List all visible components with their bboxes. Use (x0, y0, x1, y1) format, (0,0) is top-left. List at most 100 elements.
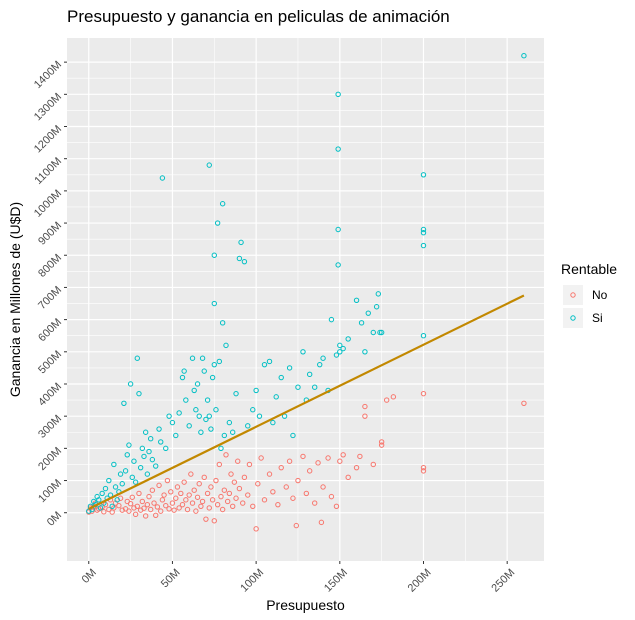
point-no (240, 500, 246, 506)
point-no (303, 490, 310, 497)
point-si (131, 458, 137, 464)
point-si (176, 410, 182, 416)
point-si (163, 445, 169, 452)
point-no (106, 506, 112, 513)
point-no (266, 471, 273, 477)
point-no (290, 495, 296, 501)
point-si (137, 464, 144, 471)
point-no (126, 508, 132, 514)
point-no (383, 397, 390, 403)
point-si (204, 397, 211, 403)
point-no (318, 519, 325, 526)
point-no (261, 497, 268, 503)
point-no (119, 507, 125, 513)
x-tick-label: 200M (406, 567, 434, 595)
y-tick-label: 0M (45, 509, 64, 528)
point-no (127, 501, 134, 507)
point-si (208, 426, 214, 432)
point-no (378, 442, 385, 448)
point-si (109, 503, 115, 509)
point-no (226, 490, 233, 497)
point-no (340, 452, 346, 458)
point-si (337, 349, 343, 355)
point-si (233, 390, 239, 397)
y-tick-label: 500M (36, 348, 64, 376)
point-no (214, 501, 221, 508)
point-no (211, 518, 217, 524)
point-no (235, 458, 241, 464)
point-no (270, 489, 276, 495)
point-si (219, 201, 226, 207)
point-si (335, 262, 341, 268)
point-si (124, 452, 130, 458)
point-no (149, 487, 156, 493)
point-no (208, 484, 214, 490)
point-si (290, 432, 296, 439)
point-si (189, 355, 196, 361)
point-si (119, 481, 125, 487)
point-si (373, 304, 380, 310)
point-no (231, 479, 238, 485)
point-si (253, 387, 259, 394)
point-si (114, 497, 120, 503)
point-si (335, 146, 341, 152)
point-no (241, 474, 248, 481)
point-si (213, 407, 219, 413)
point-si (214, 220, 221, 226)
point-si (199, 355, 206, 361)
legend-marker (570, 315, 576, 321)
point-no (203, 516, 209, 522)
y-axis: 0M 100M 200M 300M 400M 500M 600M 700M 800M 900M10… (32, 59, 67, 529)
point-si (97, 505, 104, 511)
point-no (189, 500, 196, 506)
point-no (353, 464, 360, 471)
point-si (333, 352, 340, 358)
point-si (127, 381, 134, 387)
point-no (275, 501, 281, 508)
point-si (181, 368, 187, 374)
point-si (198, 429, 204, 435)
point-si (278, 374, 284, 381)
point-no (178, 490, 184, 497)
point-si (223, 342, 229, 349)
point-si (420, 242, 427, 249)
point-no (219, 506, 226, 513)
point-no (184, 506, 191, 513)
point-no (181, 479, 187, 485)
point-no (306, 468, 313, 474)
point-no (420, 464, 427, 471)
point-no (221, 487, 228, 493)
point-no (236, 485, 243, 492)
point-no (357, 453, 363, 460)
point-si (111, 461, 117, 468)
legend-label: Si (592, 311, 603, 325)
point-si (221, 432, 228, 439)
point-no (325, 455, 331, 461)
point-no (144, 501, 151, 508)
point-si (317, 361, 323, 368)
point-no (158, 508, 164, 514)
point-no (216, 461, 223, 468)
point-si (378, 329, 385, 336)
point-si (142, 429, 149, 435)
point-no (171, 507, 177, 513)
point-no (141, 505, 147, 511)
point-si (139, 445, 146, 452)
point-no (159, 497, 166, 503)
point-si (196, 413, 202, 419)
point-si (229, 429, 236, 435)
point-no (283, 484, 289, 490)
point-si (295, 384, 301, 390)
point-no (370, 461, 376, 468)
plot-panel (67, 38, 544, 561)
chart-title: Presupuesto y ganancia en peliculas de a… (67, 7, 450, 26)
point-si (206, 413, 212, 419)
y-tick-label: 700M (36, 284, 64, 312)
point-no (201, 474, 207, 481)
point-no (139, 498, 146, 505)
point-no (320, 484, 326, 490)
point-no (194, 494, 201, 500)
point-si (211, 300, 217, 307)
point-no (255, 481, 261, 487)
legend-label: No (592, 288, 608, 302)
